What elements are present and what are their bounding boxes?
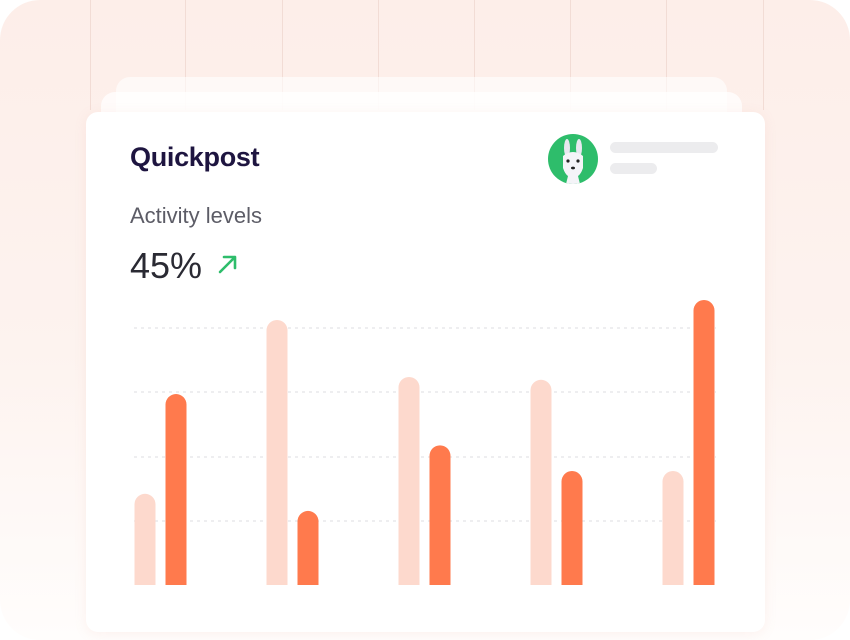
bar-2-series-2 [297, 510, 319, 585]
bar-1-series-2 [165, 394, 187, 585]
avatar[interactable] [548, 134, 598, 184]
grid-line [763, 0, 764, 110]
activity-bar-chart [134, 300, 716, 585]
grid-line [90, 0, 91, 110]
metric-label: Activity levels [130, 203, 263, 228]
grid-line [378, 0, 379, 110]
bar-5-series-1 [662, 471, 684, 585]
grid-line [185, 0, 186, 110]
name-placeholder [610, 142, 718, 153]
llama-icon [563, 139, 583, 184]
bar-3-series-2 [429, 445, 451, 585]
bar-4-series-2 [561, 471, 583, 585]
bar-5-series-2 [693, 300, 715, 585]
bar-1-series-1 [134, 493, 156, 585]
grid-line [570, 0, 571, 110]
bar-3-series-1 [398, 376, 420, 585]
grid-line [282, 0, 283, 110]
bar-4-series-1 [530, 379, 552, 585]
subtitle-placeholder [610, 163, 657, 174]
quickpost-card: Quickpost Activity levels 45% [86, 112, 765, 632]
grid-line [666, 0, 667, 110]
metric-value: 45% [130, 245, 203, 286]
card-title: Quickpost [130, 142, 260, 172]
grid-line [474, 0, 475, 110]
arrow-up-right-icon [218, 255, 237, 274]
bar-2-series-1 [266, 319, 288, 585]
